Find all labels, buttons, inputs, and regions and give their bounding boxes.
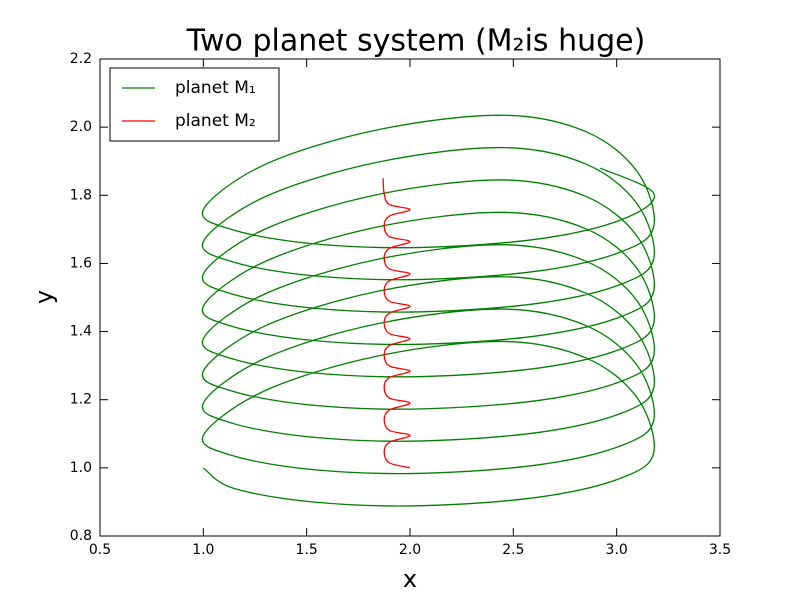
- y-tick-label: 1.8: [70, 187, 92, 203]
- x-tick-label: 1.0: [192, 542, 214, 558]
- x-tick-label: 3.0: [606, 542, 628, 558]
- legend-label: planet M₁: [175, 78, 256, 98]
- series-line: [201, 114, 656, 507]
- x-tick-label: 0.5: [89, 542, 111, 558]
- y-axis-label: y: [30, 290, 58, 304]
- y-tick-label: 1.4: [70, 324, 92, 340]
- plot-frame: [99, 58, 721, 537]
- legend-box: [109, 67, 280, 142]
- legend-label: planet M₂: [175, 111, 256, 131]
- chart-title: Two planet system (M₂is huge): [186, 24, 646, 59]
- x-tick-label: 2.0: [399, 542, 421, 558]
- y-tick-label: 1.6: [70, 255, 92, 271]
- series-line: [382, 178, 411, 469]
- x-tick-label: 2.5: [502, 542, 524, 558]
- x-tick-label: 1.5: [296, 542, 318, 558]
- x-tick-label: 3.5: [709, 542, 731, 558]
- y-tick-label: 2.2: [70, 51, 92, 67]
- y-tick-label: 0.8: [70, 528, 92, 544]
- x-axis-label: x: [403, 565, 417, 593]
- y-tick-label: 1.2: [70, 392, 92, 408]
- y-tick-label: 1.0: [70, 460, 92, 476]
- y-tick-label: 2.0: [70, 119, 92, 135]
